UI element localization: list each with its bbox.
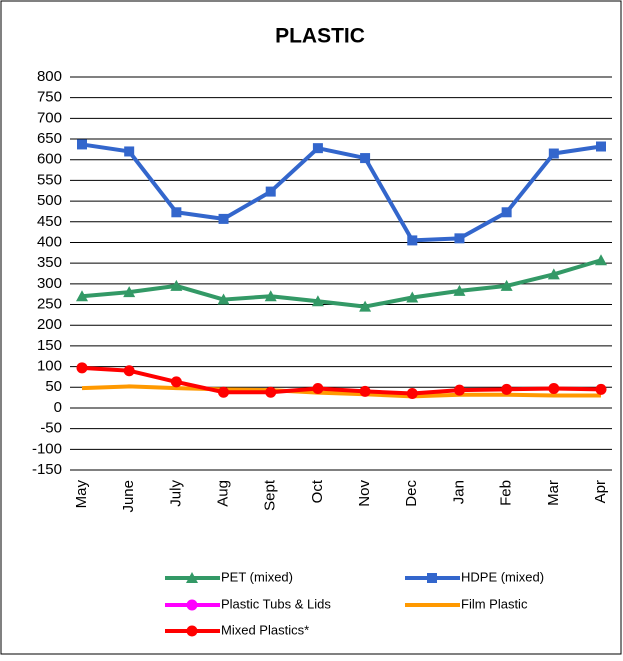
x-tick-label: Aug xyxy=(215,480,232,507)
data-point xyxy=(77,139,87,150)
y-tick-label: 650 xyxy=(37,130,62,147)
data-point xyxy=(217,293,230,305)
data-point xyxy=(453,384,465,396)
legend-label: Plastic Tubs & Lids xyxy=(221,596,331,611)
legend-marker xyxy=(186,572,198,583)
series-line xyxy=(81,384,601,399)
y-tick-label: -50 xyxy=(40,420,62,437)
data-point xyxy=(501,207,512,218)
chart-title: PLASTIC xyxy=(275,25,365,48)
data-point xyxy=(547,268,560,280)
data-point xyxy=(406,387,418,399)
data-point xyxy=(454,233,465,244)
legend-marker xyxy=(186,599,198,611)
y-tick-label: 500 xyxy=(37,192,62,209)
data-point xyxy=(124,146,135,157)
data-point xyxy=(595,254,607,266)
series-line xyxy=(81,258,602,309)
legend-label: Film Plastic xyxy=(461,596,528,611)
data-point xyxy=(312,383,324,395)
data-point xyxy=(548,148,559,159)
data-point xyxy=(501,383,513,395)
data-point xyxy=(453,284,466,296)
y-tick-label: 750 xyxy=(37,89,62,106)
data-point xyxy=(218,213,229,224)
y-tick-label: 600 xyxy=(37,151,62,168)
x-tick-label: Sept xyxy=(262,479,279,511)
y-tick-label: 550 xyxy=(37,171,62,188)
y-tick-label: -150 xyxy=(32,461,62,478)
x-tick-label: June xyxy=(120,480,137,513)
data-point xyxy=(264,290,277,302)
legend-marker xyxy=(186,625,198,637)
data-point xyxy=(407,235,418,246)
y-tick-label: 250 xyxy=(37,295,62,312)
y-tick-label: 150 xyxy=(37,337,62,354)
data-point xyxy=(359,385,371,397)
legend-marker xyxy=(427,573,437,583)
data-point xyxy=(548,383,560,395)
data-point xyxy=(76,362,88,374)
data-point xyxy=(123,286,136,298)
legend-label: PET (mixed) xyxy=(221,569,293,584)
series-line xyxy=(81,365,602,396)
data-point xyxy=(596,141,606,152)
y-tick-label: 700 xyxy=(37,109,62,126)
data-point xyxy=(265,386,277,398)
x-tick-label: Mar xyxy=(545,480,562,506)
y-tick-label: 800 xyxy=(37,68,62,85)
x-tick-label: Feb xyxy=(498,480,515,506)
legend-label: HDPE (mixed) xyxy=(461,569,544,584)
data-point xyxy=(76,290,88,302)
y-tick-label: 300 xyxy=(37,275,62,292)
series-line xyxy=(81,142,602,243)
y-tick-label: 100 xyxy=(37,358,62,375)
data-point xyxy=(265,186,276,197)
data-point xyxy=(123,365,135,377)
data-point xyxy=(170,376,182,388)
data-point xyxy=(170,279,183,291)
y-tick-label: 0 xyxy=(54,399,62,416)
y-tick-label: 50 xyxy=(45,378,62,395)
y-tick-label: 200 xyxy=(37,316,62,333)
x-tick-label: May xyxy=(73,480,90,509)
x-tick-label: Jan xyxy=(450,480,467,504)
y-tick-label: 450 xyxy=(37,213,62,230)
x-tick-label: Dec xyxy=(403,480,420,507)
data-point xyxy=(500,279,513,291)
data-point xyxy=(406,291,419,303)
x-tick-label: July xyxy=(167,480,184,507)
x-tick-label: Nov xyxy=(356,480,373,507)
data-point xyxy=(312,143,323,154)
data-point xyxy=(595,383,607,395)
x-tick-label: Oct xyxy=(309,479,326,503)
data-point xyxy=(218,386,230,398)
y-tick-label: 350 xyxy=(37,254,62,271)
y-tick-label: -100 xyxy=(32,440,62,457)
data-point xyxy=(171,207,182,218)
x-tick-label: Apr xyxy=(592,480,609,503)
legend-label: Mixed Plastics* xyxy=(221,622,309,637)
data-point xyxy=(311,295,324,307)
y-tick-label: 400 xyxy=(37,233,62,250)
data-point xyxy=(359,300,372,312)
data-point xyxy=(360,153,371,164)
